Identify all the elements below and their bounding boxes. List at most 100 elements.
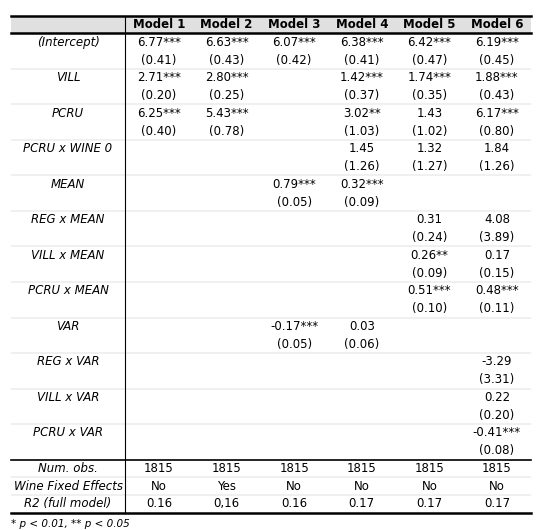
Text: (0.09): (0.09) [412, 267, 447, 280]
Text: 0,16: 0,16 [213, 498, 240, 510]
Text: Wine Fixed Effects: Wine Fixed Effects [13, 480, 123, 493]
Text: 1.74***: 1.74*** [407, 72, 451, 84]
Text: (0.20): (0.20) [479, 409, 515, 422]
Text: No: No [354, 480, 370, 493]
Text: 0.79***: 0.79*** [272, 178, 316, 191]
Text: (0.80): (0.80) [479, 125, 515, 138]
Text: (0.15): (0.15) [479, 267, 515, 280]
Text: 0.51***: 0.51*** [407, 285, 451, 297]
Text: 1.45: 1.45 [349, 143, 375, 155]
Text: MEAN: MEAN [51, 178, 85, 191]
Text: 1815: 1815 [347, 462, 377, 475]
Text: Model 2: Model 2 [200, 18, 253, 31]
Text: Model 1: Model 1 [133, 18, 185, 31]
Text: 2.71***: 2.71*** [137, 72, 181, 84]
Text: 1.84: 1.84 [484, 143, 510, 155]
Text: Yes: Yes [217, 480, 236, 493]
Text: 4.08: 4.08 [484, 214, 510, 226]
Text: 0.17: 0.17 [484, 249, 510, 262]
Text: No: No [421, 480, 437, 493]
Text: (0.10): (0.10) [412, 302, 447, 315]
Text: (Intercept): (Intercept) [36, 36, 100, 49]
Text: (0.05): (0.05) [277, 338, 312, 351]
Text: (1.27): (1.27) [412, 160, 447, 173]
Text: REG x MEAN: REG x MEAN [32, 214, 105, 226]
Text: (0.43): (0.43) [479, 89, 515, 102]
Text: 1.42***: 1.42*** [340, 72, 384, 84]
Text: 0.17: 0.17 [349, 498, 375, 510]
Text: (1.02): (1.02) [412, 125, 447, 138]
Text: (0.11): (0.11) [479, 302, 515, 315]
Text: PCRU x MEAN: PCRU x MEAN [28, 285, 108, 297]
Text: (0.24): (0.24) [412, 231, 447, 244]
Text: Model 3: Model 3 [268, 18, 321, 31]
Text: 0.31: 0.31 [416, 214, 442, 226]
Text: (1.03): (1.03) [344, 125, 379, 138]
Text: PCRU: PCRU [52, 107, 84, 120]
Text: (0.41): (0.41) [142, 54, 177, 67]
Text: REG x VAR: REG x VAR [37, 356, 99, 368]
Text: (0.41): (0.41) [344, 54, 379, 67]
Text: No: No [286, 480, 302, 493]
Text: 0.17: 0.17 [416, 498, 442, 510]
Text: 0.26**: 0.26** [411, 249, 448, 262]
Text: 3.02**: 3.02** [343, 107, 381, 120]
Text: (0.08): (0.08) [479, 444, 515, 457]
Text: 0.22: 0.22 [484, 391, 510, 404]
Text: VILL x MEAN: VILL x MEAN [32, 249, 105, 262]
Text: 0.03: 0.03 [349, 320, 375, 333]
Text: VILL x VAR: VILL x VAR [37, 391, 99, 404]
Text: 6.63***: 6.63*** [205, 36, 249, 49]
Text: 1815: 1815 [414, 462, 444, 475]
Text: (1.26): (1.26) [479, 160, 515, 173]
Text: 0.16: 0.16 [146, 498, 172, 510]
Text: (0.05): (0.05) [277, 196, 312, 209]
Text: -0.41***: -0.41*** [473, 427, 521, 439]
Text: 1.88***: 1.88*** [475, 72, 519, 84]
Text: 2.80***: 2.80*** [205, 72, 248, 84]
Text: (0.09): (0.09) [344, 196, 379, 209]
Text: (0.35): (0.35) [412, 89, 447, 102]
Text: -3.29: -3.29 [482, 356, 512, 368]
Text: Model 4: Model 4 [336, 18, 388, 31]
Text: R2 (full model): R2 (full model) [25, 498, 111, 510]
Text: (0.40): (0.40) [142, 125, 177, 138]
Text: * p < 0.01, ** p < 0.05: * p < 0.01, ** p < 0.05 [11, 519, 130, 529]
Text: 0.32***: 0.32*** [340, 178, 384, 191]
Text: 6.38***: 6.38*** [340, 36, 384, 49]
Text: (0.78): (0.78) [209, 125, 244, 138]
Bar [11, 16, 531, 33]
Text: 5.43***: 5.43*** [205, 107, 248, 120]
Text: 1815: 1815 [144, 462, 174, 475]
Text: 6.77***: 6.77*** [137, 36, 181, 49]
Text: 1.32: 1.32 [416, 143, 442, 155]
Text: (0.42): (0.42) [277, 54, 312, 67]
Text: No: No [151, 480, 167, 493]
Text: (0.06): (0.06) [344, 338, 379, 351]
Text: 6.42***: 6.42*** [407, 36, 451, 49]
Text: PCRU x WINE 0: PCRU x WINE 0 [24, 143, 113, 155]
Text: (0.37): (0.37) [344, 89, 379, 102]
Text: (1.26): (1.26) [344, 160, 379, 173]
Text: (3.89): (3.89) [479, 231, 515, 244]
Text: 1.43: 1.43 [416, 107, 442, 120]
Text: (0.47): (0.47) [412, 54, 447, 67]
Text: Num. obs.: Num. obs. [38, 462, 98, 475]
Text: 0.17: 0.17 [484, 498, 510, 510]
Text: (0.20): (0.20) [142, 89, 177, 102]
Text: 1815: 1815 [482, 462, 512, 475]
Text: 6.19***: 6.19*** [475, 36, 519, 49]
Text: No: No [489, 480, 505, 493]
Text: 6.07***: 6.07*** [272, 36, 316, 49]
Text: 1815: 1815 [279, 462, 309, 475]
Text: 1815: 1815 [212, 462, 242, 475]
Text: 0.48***: 0.48*** [475, 285, 519, 297]
Text: 6.25***: 6.25*** [137, 107, 181, 120]
Text: -0.17***: -0.17*** [270, 320, 318, 333]
Text: VAR: VAR [56, 320, 80, 333]
Text: VILL: VILL [56, 72, 80, 84]
Text: (0.25): (0.25) [209, 89, 244, 102]
Text: 6.17***: 6.17*** [475, 107, 519, 120]
Text: (0.45): (0.45) [479, 54, 515, 67]
Text: Model 5: Model 5 [403, 18, 456, 31]
